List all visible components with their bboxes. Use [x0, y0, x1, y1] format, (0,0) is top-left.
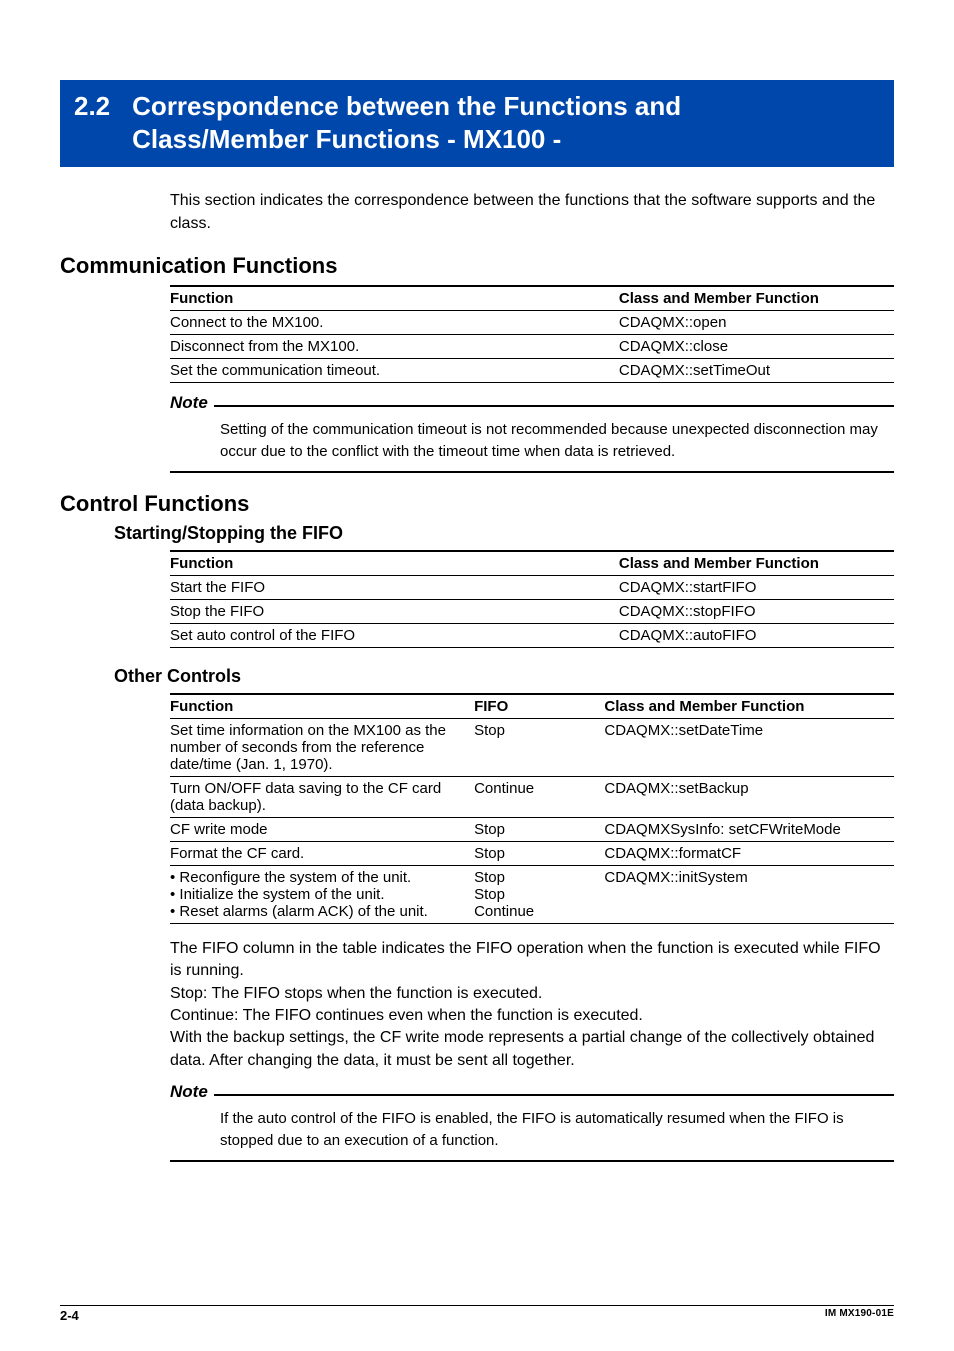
- col-fifo: FIFO: [474, 694, 604, 719]
- fifo-explanation: The FIFO column in the table indicates t…: [170, 938, 894, 1072]
- table-row: Set auto control of the FIFO CDAQMX::aut…: [170, 623, 894, 647]
- cell-fifo: Stop: [474, 817, 604, 841]
- note-block-2: Note If the auto control of the FIFO is …: [170, 1082, 894, 1162]
- cell-function: Set time information on the MX100 as the…: [170, 718, 474, 776]
- table-row: Format the CF card. Stop CDAQMX::formatC…: [170, 841, 894, 865]
- cell-class: CDAQMX::open: [619, 311, 894, 335]
- note-text: Setting of the communication timeout is …: [220, 419, 894, 463]
- page-footer: 2-4 IM MX190-01E: [60, 1305, 894, 1323]
- section-number: 2.2: [74, 90, 110, 123]
- table-communication-functions: Function Class and Member Function Conne…: [170, 285, 894, 383]
- cell-class: CDAQMX::initSystem: [604, 865, 894, 923]
- note-rule: [214, 1094, 894, 1096]
- text-line: Continue: The FIFO continues even when t…: [170, 1007, 643, 1024]
- subheading-starting-stopping-fifo: Starting/Stopping the FIFO: [114, 523, 894, 544]
- table-row: Connect to the MX100. CDAQMX::open: [170, 311, 894, 335]
- col-function: Function: [170, 694, 474, 719]
- cell-class: CDAQMX::close: [619, 335, 894, 359]
- cell-class: CDAQMX::setTimeOut: [619, 359, 894, 383]
- note-end-rule: [170, 1160, 894, 1162]
- cell-class: CDAQMX::autoFIFO: [619, 623, 894, 647]
- table-row: Disconnect from the MX100. CDAQMX::close: [170, 335, 894, 359]
- table-row: Stop the FIFO CDAQMX::stopFIFO: [170, 599, 894, 623]
- col-class-member: Class and Member Function: [604, 694, 894, 719]
- cell-function: Format the CF card.: [170, 841, 474, 865]
- cell-function: Turn ON/OFF data saving to the CF card (…: [170, 776, 474, 817]
- table-other-controls: Function FIFO Class and Member Function …: [170, 693, 894, 924]
- col-function: Function: [170, 286, 619, 311]
- heading-control-functions: Control Functions: [60, 491, 894, 517]
- table-row: CF write mode Stop CDAQMXSysInfo: setCFW…: [170, 817, 894, 841]
- note-rule: [214, 405, 894, 407]
- cell-function: Start the FIFO: [170, 575, 619, 599]
- cell-function: • Reconfigure the system of the unit. • …: [170, 865, 474, 923]
- text-line: The FIFO column in the table indicates t…: [170, 940, 881, 979]
- col-function: Function: [170, 551, 619, 576]
- section-title-line2: Class/Member Functions - MX100 -: [132, 123, 681, 156]
- table-row: Turn ON/OFF data saving to the CF card (…: [170, 776, 894, 817]
- note-block-1: Note Setting of the communication timeou…: [170, 393, 894, 473]
- note-label: Note: [170, 1082, 214, 1102]
- cell-class: CDAQMXSysInfo: setCFWriteMode: [604, 817, 894, 841]
- text-line: Stop: The FIFO stops when the function i…: [170, 985, 542, 1002]
- table-row: Start the FIFO CDAQMX::startFIFO: [170, 575, 894, 599]
- cell-fifo: Stop: [474, 718, 604, 776]
- col-class-member: Class and Member Function: [619, 286, 894, 311]
- cell-class: CDAQMX::setBackup: [604, 776, 894, 817]
- cell-fifo: Continue: [474, 776, 604, 817]
- cell-function: CF write mode: [170, 817, 474, 841]
- note-text: If the auto control of the FIFO is enabl…: [220, 1108, 894, 1152]
- heading-communication-functions: Communication Functions: [60, 253, 894, 279]
- cell-class: CDAQMX::setDateTime: [604, 718, 894, 776]
- table-row: Set the communication timeout. CDAQMX::s…: [170, 359, 894, 383]
- table-header-row: Function Class and Member Function: [170, 551, 894, 576]
- cell-function: Set auto control of the FIFO: [170, 623, 619, 647]
- cell-function: Set the communication timeout.: [170, 359, 619, 383]
- cell-function: Disconnect from the MX100.: [170, 335, 619, 359]
- cell-class: CDAQMX::stopFIFO: [619, 599, 894, 623]
- table-row: Set time information on the MX100 as the…: [170, 718, 894, 776]
- table-fifo-control: Function Class and Member Function Start…: [170, 550, 894, 648]
- section-title-band: 2.2 Correspondence between the Functions…: [60, 80, 894, 167]
- intro-paragraph: This section indicates the correspondenc…: [170, 189, 894, 235]
- text-line: With the backup settings, the CF write m…: [170, 1029, 874, 1068]
- table-header-row: Function FIFO Class and Member Function: [170, 694, 894, 719]
- page-number: 2-4: [60, 1308, 79, 1323]
- cell-function: Stop the FIFO: [170, 599, 619, 623]
- cell-function: Connect to the MX100.: [170, 311, 619, 335]
- table-header-row: Function Class and Member Function: [170, 286, 894, 311]
- col-class-member: Class and Member Function: [619, 551, 894, 576]
- cell-fifo: Stop Stop Continue: [474, 865, 604, 923]
- doc-code: IM MX190-01E: [825, 1308, 894, 1323]
- subheading-other-controls: Other Controls: [114, 666, 894, 687]
- cell-fifo: Stop: [474, 841, 604, 865]
- cell-class: CDAQMX::startFIFO: [619, 575, 894, 599]
- note-end-rule: [170, 471, 894, 473]
- table-row: • Reconfigure the system of the unit. • …: [170, 865, 894, 923]
- note-label: Note: [170, 393, 214, 413]
- section-title-line1: Correspondence between the Functions and: [132, 90, 681, 123]
- cell-class: CDAQMX::formatCF: [604, 841, 894, 865]
